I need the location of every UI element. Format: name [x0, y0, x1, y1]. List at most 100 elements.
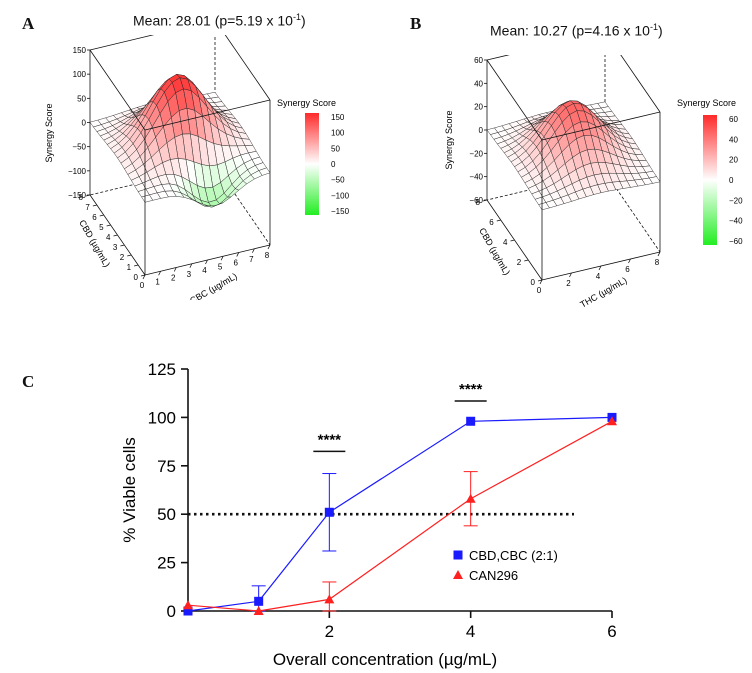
y-tick — [496, 219, 501, 222]
y-tick-label: 50 — [157, 505, 176, 524]
legend-tick-label: −150 — [331, 207, 350, 216]
legend-colorbar-b — [703, 115, 717, 245]
legend-title-b: Synergy Score — [677, 98, 736, 108]
legend-tick-label: −100 — [331, 191, 350, 200]
legend-tick-label: −50 — [331, 176, 345, 185]
legend-tick-label: −40 — [729, 217, 743, 226]
x-tick-label: 7 — [249, 255, 254, 264]
z-tick-label: 0 — [479, 126, 484, 135]
panel-b-title: Mean: 10.27 (p=4.16 x 10-1) — [490, 22, 663, 39]
x-tick — [236, 252, 240, 257]
y-tick-label: 8 — [476, 198, 481, 207]
y-tick-label: 1 — [127, 263, 132, 272]
x-tick-label: 0 — [537, 286, 542, 295]
x-tick-label: 6 — [607, 622, 616, 641]
y-tick — [140, 274, 146, 277]
y-tick — [510, 239, 515, 242]
panel-a-title-text: Mean: 28.01 (p=5.19 x 10 — [133, 12, 293, 29]
box-edge — [144, 99, 271, 131]
x-tick-label: 2 — [325, 622, 334, 641]
y-tick-label: 3 — [113, 243, 118, 252]
y-tick-label: 4 — [106, 233, 111, 242]
z-tick-label: 0 — [82, 119, 87, 128]
box-edge — [224, 35, 271, 101]
x-tick-label: 5 — [218, 262, 223, 271]
panel-b-letter: B — [410, 14, 422, 33]
x-tick-label: 8 — [655, 258, 660, 267]
y-axis-label-b: CBD (µg/mL) — [477, 226, 512, 277]
x-tick-label: 1 — [155, 277, 160, 286]
synergy-surface-b: 60 40 20 0 −20 −40 −60 0 2 4 6 8 0 2 4 6 8 Synergy Score… — [444, 55, 743, 310]
y-tick-label: 75 — [157, 457, 176, 476]
y-tick-label: 7 — [85, 203, 90, 212]
x-tick — [657, 251, 661, 257]
legend-tick-label: 60 — [729, 115, 738, 124]
z-tick-label: −100 — [68, 167, 87, 176]
y-tick — [482, 199, 488, 202]
x-tick-label: 4 — [466, 622, 475, 641]
y-tick-label: 6 — [489, 218, 494, 227]
x-tick — [158, 271, 161, 276]
legend-tick-label: −60 — [729, 237, 743, 246]
y-tick — [92, 204, 97, 207]
y-tick — [120, 244, 125, 247]
legend-tick-label: 40 — [729, 135, 738, 144]
panel-a-title: Mean: 28.01 (p=5.19 x 10-1) — [133, 12, 306, 29]
x-axis-label-b: THC (µg/mL) — [578, 275, 628, 310]
surface-cell — [141, 194, 154, 203]
legend-tick-label: 100 — [331, 129, 345, 138]
z-tick-label: −150 — [68, 191, 87, 200]
y-axis-label-c: % Viable cells — [120, 437, 139, 543]
x-axis-label-a: CBC (µg/mL) — [188, 271, 239, 300]
legend-label: CAN296 — [469, 568, 518, 583]
x-tick-label: 2 — [566, 279, 571, 288]
x-tick-label: 2 — [171, 274, 176, 283]
box-edge — [89, 35, 155, 51]
series-line-2 — [187, 420, 613, 612]
y-tick-label: 25 — [157, 554, 176, 573]
box-edge — [620, 55, 661, 113]
z-tick-label: 60 — [474, 56, 483, 65]
y-tick-label: 100 — [148, 408, 176, 427]
y-tick — [524, 259, 529, 262]
panel-a-letter: A — [22, 14, 35, 33]
data-point-triangle — [607, 416, 617, 426]
z-tick-label: 20 — [474, 103, 483, 112]
significance-stars: **** — [459, 381, 483, 398]
data-point-triangle — [324, 594, 335, 604]
legend-tick-label: 0 — [729, 176, 734, 185]
x-tick — [220, 256, 224, 261]
x-tick-label: 8 — [265, 251, 270, 260]
significance-stars: **** — [318, 431, 342, 448]
y-tick — [127, 254, 132, 257]
surface-cell — [538, 202, 550, 211]
y-tick-label: 2 — [517, 258, 522, 267]
z-tick-label: −20 — [469, 149, 483, 158]
x-tick — [205, 259, 208, 265]
data-point-triangle — [253, 606, 264, 615]
panel-c-letter: C — [22, 372, 35, 391]
legend-title-a: Synergy Score — [277, 98, 336, 108]
y-tick — [85, 194, 91, 197]
z-tick-label: −40 — [469, 173, 483, 182]
x-tick — [252, 248, 255, 253]
legend-marker-square — [453, 550, 463, 560]
x-tick-label: 4 — [202, 266, 207, 275]
z-tick-label: 40 — [474, 79, 483, 88]
y-tick-label: 0 — [134, 273, 139, 282]
box-edge — [541, 111, 661, 141]
x-tick — [173, 267, 177, 272]
x-tick-label: 3 — [187, 270, 192, 279]
legend-tick-label: 50 — [331, 144, 340, 153]
y-tick-label: 0 — [167, 602, 176, 621]
z-tick-label: 50 — [77, 94, 86, 103]
data-point-square — [466, 416, 476, 426]
panel-a-title-close: ) — [300, 12, 306, 29]
panel-a-title-exp: -1 — [292, 12, 301, 22]
x-tick-label: 6 — [234, 259, 239, 268]
y-tick — [134, 264, 139, 267]
y-tick-label: 125 — [148, 360, 176, 379]
y-tick-label: 0 — [531, 278, 536, 287]
legend-tick-label: 150 — [331, 113, 345, 122]
